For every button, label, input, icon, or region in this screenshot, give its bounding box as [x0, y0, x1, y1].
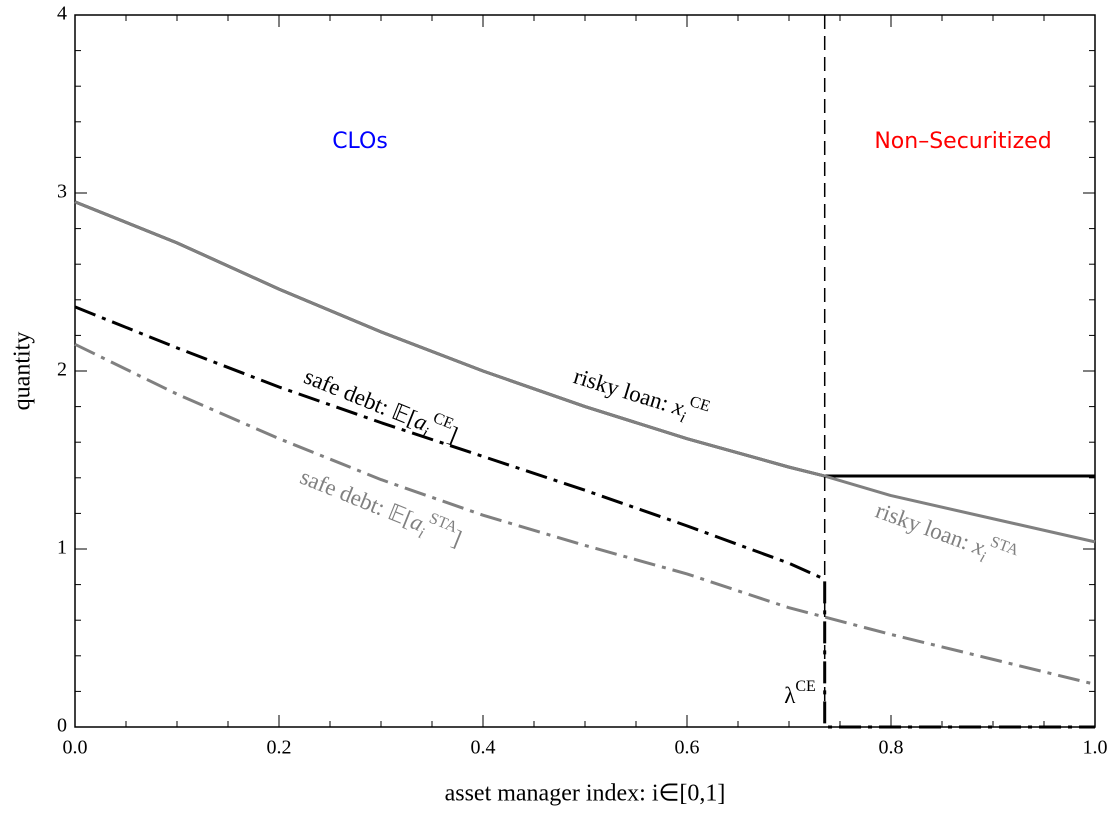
x-tick-label: 0.8: [879, 737, 904, 759]
x-tick-label: 0.6: [675, 737, 700, 759]
region-label: CLOs: [332, 129, 388, 154]
label-sup: STA: [988, 533, 1021, 559]
label-text: safe debt: 𝔼[: [297, 464, 417, 532]
y-tick-label: 3: [57, 181, 67, 203]
label-sup: CE: [795, 678, 815, 695]
y-tick-label: 4: [57, 3, 67, 25]
label-text: safe debt: 𝔼[: [301, 364, 421, 432]
x-tick-label: 0.2: [267, 737, 292, 759]
label-sup: CE: [688, 393, 713, 415]
y-tick-label: 1: [57, 537, 67, 559]
x-tick-label: 0.0: [63, 737, 88, 759]
label-text: risky loan:: [571, 364, 677, 418]
x-axis-label: asset manager index: i∈[0,1]: [445, 781, 726, 807]
label-sub: i: [978, 549, 988, 566]
y-tick-label: 0: [57, 715, 67, 737]
curve-label: safe debt: 𝔼[aiSTA]: [295, 459, 467, 556]
series-line: [74, 200, 1095, 478]
region-label: Non–Securitized: [874, 129, 1051, 154]
curve-label: risky loan: xiCE: [569, 358, 712, 432]
label-sub: i: [420, 424, 430, 441]
label-sup: CE: [431, 409, 456, 432]
label-sub: i: [416, 525, 426, 542]
x-tick-label: 1.0: [1083, 737, 1108, 759]
x-tick-label: 0.4: [471, 737, 496, 759]
label-text: risky loan:: [872, 498, 978, 557]
curve-label: λCE: [784, 678, 816, 709]
label-sub: i: [678, 409, 687, 427]
curve-label: risky loan: xiSTA: [871, 493, 1022, 576]
series-line: [74, 342, 1096, 686]
curve-label: safe debt: 𝔼[aiCE]: [299, 359, 463, 453]
label-text: λ: [784, 683, 796, 708]
y-tick-label: 2: [57, 359, 67, 381]
series-line: [74, 200, 1096, 544]
y-axis-label: quantity: [10, 332, 36, 411]
